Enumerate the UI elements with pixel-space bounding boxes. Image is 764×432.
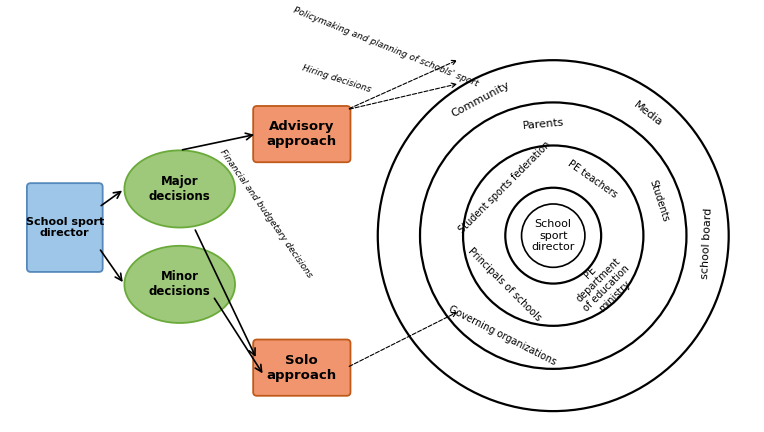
Text: PE teachers: PE teachers: [566, 159, 620, 200]
Text: School sport
director: School sport director: [26, 217, 104, 238]
Text: Hiring decisions: Hiring decisions: [301, 64, 372, 95]
FancyBboxPatch shape: [253, 340, 351, 396]
Text: Major
decisions: Major decisions: [149, 175, 211, 203]
Text: Parents: Parents: [523, 118, 565, 131]
Text: Student sports federation: Student sports federation: [457, 139, 552, 235]
Text: Students: Students: [648, 179, 671, 223]
Text: Media: Media: [632, 100, 665, 128]
Text: School
sport
director: School sport director: [532, 219, 575, 252]
Text: school board: school board: [701, 208, 714, 280]
Text: Advisory
approach: Advisory approach: [267, 120, 337, 148]
Text: Solo
approach: Solo approach: [267, 354, 337, 381]
Text: Financial and budgetary decisions: Financial and budgetary decisions: [218, 147, 314, 279]
Text: Minor
decisions: Minor decisions: [149, 270, 211, 299]
Ellipse shape: [125, 150, 235, 228]
FancyBboxPatch shape: [27, 183, 102, 272]
Text: Community: Community: [450, 80, 512, 119]
FancyBboxPatch shape: [253, 106, 351, 162]
Ellipse shape: [125, 246, 235, 323]
Text: Principals of schools: Principals of schools: [466, 246, 543, 323]
Text: PE
department
of education
ministry: PE department of education ministry: [565, 247, 639, 322]
Text: Governing organizations: Governing organizations: [447, 304, 558, 367]
Text: Policymaking and planning of schools' sport: Policymaking and planning of schools' sp…: [293, 6, 480, 88]
